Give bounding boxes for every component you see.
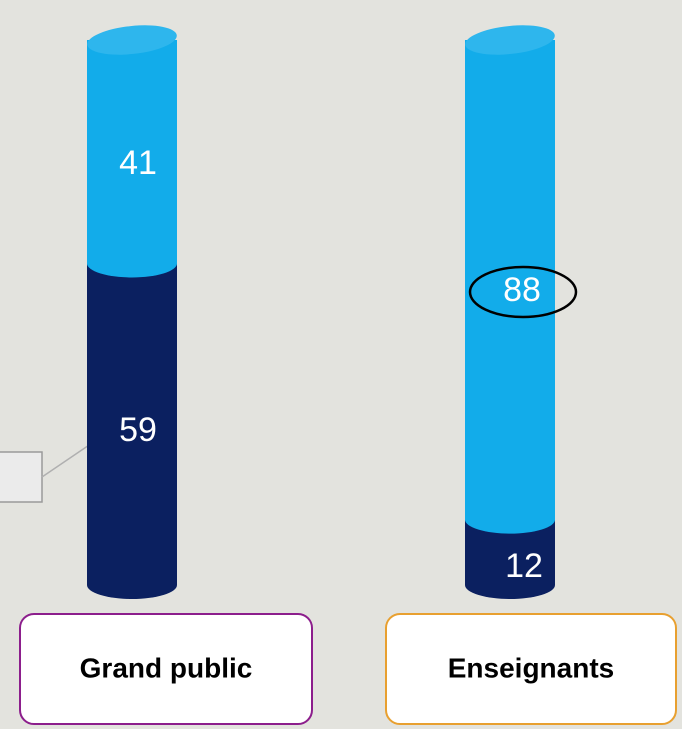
cylinder-segment: [87, 263, 177, 599]
cylinder-top: [465, 25, 555, 55]
highlight-ring: [468, 265, 578, 319]
value-label: 12: [505, 547, 543, 585]
callout-box: [0, 451, 43, 503]
marks: [87, 25, 555, 599]
cylinder-segment: [87, 40, 177, 278]
value-label: 41: [119, 144, 157, 182]
value-label: 88: [503, 271, 541, 309]
category-frame: [385, 613, 677, 725]
cylinder-top: [87, 25, 177, 55]
category-label: Enseignants: [448, 652, 614, 683]
category-label: Grand public: [80, 652, 253, 683]
category-frame: [19, 613, 313, 725]
cylinder-segment: [465, 40, 555, 534]
cylinder-segment: [465, 519, 555, 599]
value-label: 59: [119, 411, 157, 449]
